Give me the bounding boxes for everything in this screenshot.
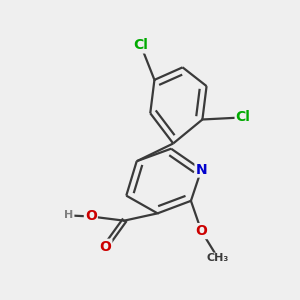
- Text: N: N: [196, 163, 207, 177]
- Text: O: O: [195, 224, 207, 238]
- Text: Cl: Cl: [134, 38, 148, 52]
- Text: H: H: [64, 210, 74, 220]
- Text: O: O: [100, 240, 111, 254]
- Text: Cl: Cl: [236, 110, 250, 124]
- Text: CH₃: CH₃: [207, 253, 229, 263]
- Text: O: O: [85, 209, 97, 224]
